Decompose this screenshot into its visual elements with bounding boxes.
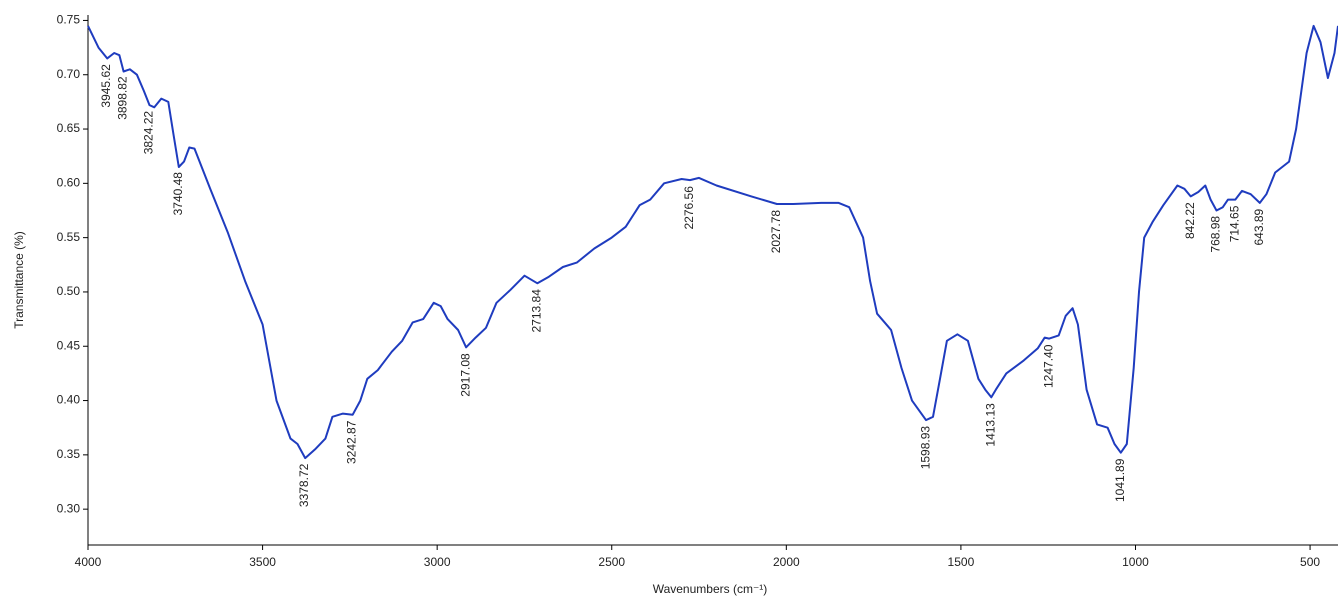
- y-tick-label: 0.55: [57, 230, 81, 244]
- peak-label: 3242.87: [345, 420, 359, 464]
- y-tick-label: 0.30: [57, 501, 81, 515]
- y-tick-label: 0.50: [57, 284, 81, 298]
- peak-label: 2917.08: [458, 353, 472, 397]
- y-tick-label: 0.70: [57, 67, 81, 81]
- peak-label: 1598.93: [919, 426, 933, 470]
- y-tick-label: 0.75: [57, 13, 81, 27]
- peak-label: 2027.78: [769, 210, 783, 254]
- peak-label: 643.89: [1252, 208, 1266, 245]
- x-tick-label: 500: [1300, 555, 1320, 569]
- peak-label: 3945.62: [99, 64, 113, 108]
- y-tick-label: 0.60: [57, 176, 81, 190]
- x-axis-label: Wavenumbers (cm⁻¹): [653, 582, 768, 596]
- x-tick-label: 1000: [1122, 555, 1149, 569]
- x-tick-label: 2500: [598, 555, 625, 569]
- y-tick-label: 0.65: [57, 121, 81, 135]
- peak-label: 3740.48: [171, 172, 185, 216]
- peak-label: 2276.56: [682, 186, 696, 230]
- peak-label: 768.98: [1208, 216, 1222, 253]
- peak-label: 2713.84: [529, 289, 543, 333]
- spectrum-line: [87, 24, 1338, 460]
- x-tick-label: 1500: [948, 555, 975, 569]
- x-tick-label: 3000: [424, 555, 451, 569]
- peak-label: 3898.82: [115, 76, 129, 120]
- x-tick-label: 2000: [773, 555, 800, 569]
- peak-label: 714.65: [1227, 205, 1241, 242]
- y-tick-label: 0.35: [57, 447, 81, 461]
- y-tick-label: 0.45: [57, 338, 81, 352]
- peak-label: 842.22: [1183, 202, 1197, 239]
- x-tick-label: 3500: [249, 555, 276, 569]
- y-tick-label: 0.40: [57, 393, 81, 407]
- peak-label: 3824.22: [142, 111, 156, 155]
- peak-label: 1041.89: [1113, 458, 1127, 502]
- peak-label: 1413.13: [983, 403, 997, 447]
- peak-label: 3378.72: [297, 463, 311, 507]
- peak-label: 1247.40: [1041, 344, 1055, 388]
- x-tick-label: 4000: [75, 555, 102, 569]
- y-axis-label: Transmittance (%): [12, 231, 26, 329]
